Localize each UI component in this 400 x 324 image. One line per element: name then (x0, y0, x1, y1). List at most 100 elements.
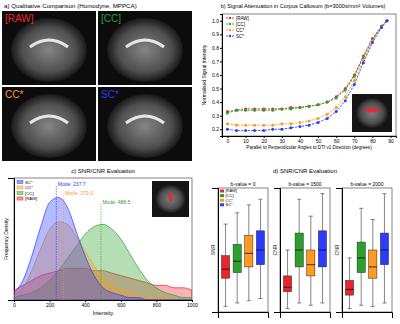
median (295, 250, 303, 251)
whisker-cap-high (297, 199, 301, 200)
median (221, 269, 229, 270)
plot-area (221, 199, 264, 306)
y-axis-title: Frequency Density (3, 218, 9, 260)
series-marker (244, 124, 247, 127)
corpus-callosum (126, 40, 164, 47)
legend-label: SC* (25, 180, 33, 185)
whisker-low (322, 267, 323, 303)
legend-swatch (17, 197, 23, 200)
tick: 60 (334, 136, 340, 144)
image-label: [CC] (101, 13, 121, 24)
tick-label: 600 (117, 302, 126, 308)
box (357, 242, 365, 272)
tick-label: 0.3 (212, 113, 219, 119)
series-marker (326, 101, 329, 104)
legend-label: CC* (25, 185, 33, 190)
series-marker (235, 129, 238, 132)
series-marker (317, 103, 320, 106)
series-marker (280, 122, 283, 125)
series-marker (308, 120, 311, 123)
tick-mark (220, 102, 222, 103)
brain-image (107, 18, 183, 82)
tick: 600 (117, 300, 126, 308)
box (380, 233, 388, 265)
tick: 0 (227, 136, 230, 144)
whisker-cap-low (297, 302, 301, 303)
whisker-cap-low (235, 302, 239, 303)
plot-frame (280, 188, 330, 312)
legend-marker (229, 35, 231, 37)
corpus-callosum (30, 116, 68, 123)
tick: 400 (82, 300, 91, 308)
whisker-low (349, 295, 350, 309)
axis-line (219, 313, 269, 319)
tick: 1000 (187, 300, 198, 308)
box (233, 244, 241, 272)
whisker-cap-low (224, 306, 228, 307)
legend: [RAW][CC]CC*SC* (226, 16, 249, 39)
series-marker (308, 105, 311, 108)
whisker-high (361, 208, 362, 242)
tick: 90 (388, 136, 394, 144)
whisker-cap-low (309, 305, 313, 306)
whisker-low (361, 273, 362, 306)
box (295, 233, 303, 267)
whisker-cap-low (359, 305, 363, 306)
series-marker (262, 109, 265, 112)
series-marker (326, 101, 329, 104)
tick-mark (220, 21, 222, 22)
tick-label: 0.2 (212, 126, 219, 132)
series-marker (262, 129, 265, 132)
whisker-cap-high (224, 224, 228, 225)
tick: 0.8 (212, 45, 222, 51)
tick-label: 20 (261, 138, 267, 144)
series-marker (271, 109, 274, 112)
panel-title: a) Qualitative Comparison (Homodyne, MPP… (4, 2, 137, 9)
whisker-high (372, 220, 373, 250)
tick-mark (220, 48, 222, 49)
image-frame (2, 87, 96, 161)
series-line (227, 21, 386, 125)
plot-area (14, 186, 192, 300)
legend-label: [RAW] (25, 196, 37, 201)
subplot-title: b-value = 2000 (350, 181, 383, 187)
whisker-cap-low (247, 300, 251, 301)
whisker-cap-high (348, 257, 352, 258)
legend-swatch (220, 190, 224, 193)
tick: 200 (46, 300, 55, 308)
series-marker (385, 19, 388, 22)
whisker-low (310, 276, 311, 305)
corpus-callosum (126, 116, 164, 123)
inset-roi (169, 192, 173, 202)
legend-label: SC* (236, 34, 244, 39)
box (345, 280, 353, 295)
inset-image (152, 181, 189, 217)
tick-label: 1000 (187, 302, 198, 308)
series-marker (317, 103, 320, 106)
whisker-high (299, 199, 300, 233)
axis: 0102030405060708090 (223, 136, 397, 144)
box (245, 235, 253, 267)
whisker-cap-high (359, 208, 363, 209)
series-marker (298, 106, 301, 109)
inset-roi (364, 108, 380, 113)
legend-label: [CC] (25, 191, 34, 196)
series-marker (271, 128, 274, 131)
whisker-cap-low (382, 302, 386, 303)
series-line (227, 21, 386, 131)
brain-image (11, 94, 87, 158)
tick-label: 30 (280, 138, 286, 144)
series-marker (335, 110, 338, 113)
series-line (227, 21, 386, 112)
legend-swatch (226, 24, 234, 25)
tick: 0.4 (212, 99, 222, 105)
series-marker (298, 121, 301, 124)
axis-line (281, 313, 331, 319)
series-marker (271, 124, 274, 127)
legend-swatch (226, 36, 234, 37)
series-marker (226, 128, 229, 131)
tick-label: 60 (334, 138, 340, 144)
x-axis-title: Intensity (93, 310, 114, 316)
figure: a) Qualitative Comparison (Homodyne, MPP… (0, 0, 400, 324)
series-marker (362, 61, 365, 64)
